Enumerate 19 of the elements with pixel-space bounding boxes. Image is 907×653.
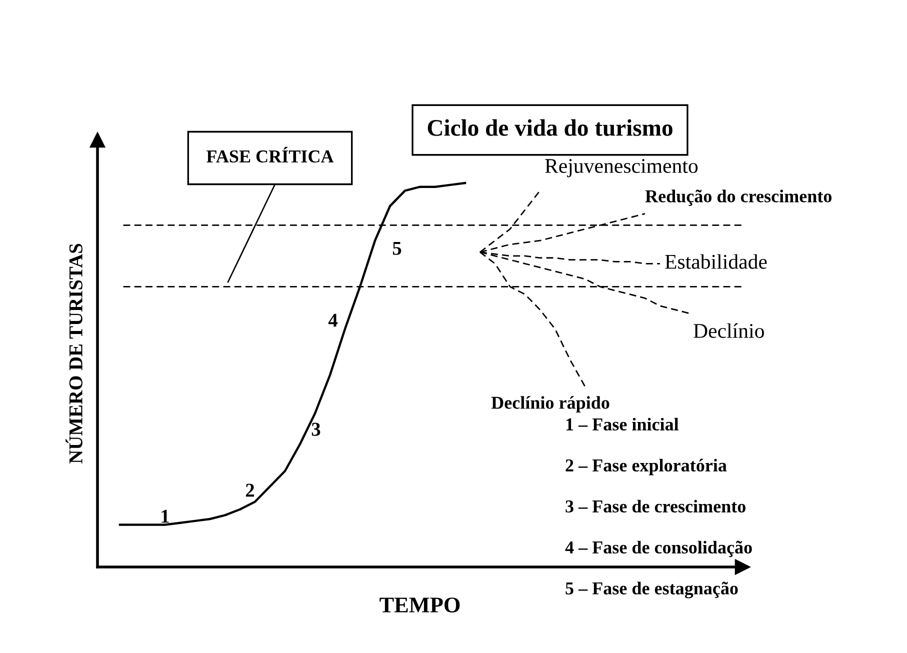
annotation: 2 – Fase exploratória bbox=[566, 458, 727, 476]
series-label: Declínio rápido bbox=[491, 396, 610, 413]
x-axis-title: TEMPO bbox=[380, 598, 460, 612]
annotation: 3 – Fase de crescimento bbox=[566, 500, 746, 513]
chart-title: Ciclo de vida do turismo bbox=[428, 119, 672, 136]
series-label: Declínio bbox=[694, 323, 764, 338]
annotation: 4 – Fase de consolidação bbox=[565, 540, 752, 558]
annotation: 3 bbox=[312, 422, 320, 436]
annotation: 4 bbox=[328, 314, 338, 327]
y-axis-title: NÚMERO DE TURISTAS bbox=[66, 244, 82, 464]
text: 5 – Fase de estagnação bbox=[566, 582, 738, 598]
annotation: 2 bbox=[246, 484, 254, 497]
series-label: Estabilidade bbox=[665, 254, 767, 269]
annotation: 5 bbox=[392, 242, 402, 255]
series-label: Rejuvenescimento bbox=[545, 159, 698, 178]
annotation: 1 bbox=[162, 510, 169, 523]
annotation: 1 – Fase inicial bbox=[566, 418, 679, 431]
series-label: Redução do crescimento bbox=[645, 190, 832, 206]
text: FASE CRÍTICA bbox=[206, 146, 334, 163]
